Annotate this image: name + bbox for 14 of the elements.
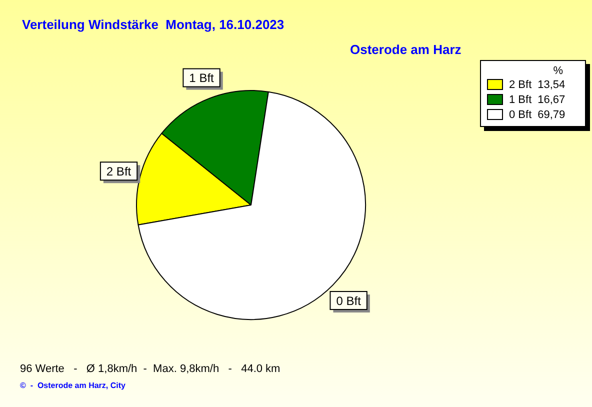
legend-label: 1 Bft [509, 94, 532, 106]
slice-label: 0 Bft [336, 294, 362, 308]
legend-label: 2 Bft [509, 78, 532, 90]
chart-title: Verteilung Windstärke Montag, 16.10.2023 [22, 17, 284, 32]
data-label: 13,54 [538, 78, 566, 90]
chart-subtitle: Osterode am Harz [350, 42, 462, 57]
text: © - Osterode am Harz, City [20, 381, 126, 390]
data-label: 16,67 [538, 94, 566, 106]
legend-label: 0 Bft [509, 108, 532, 120]
legend-title: % [552, 65, 564, 77]
text: 96 Werte - Ø 1,8km/h - Max. 9,8km/h - 44.0 km [20, 363, 280, 375]
slice-label: 2 Bft [106, 164, 132, 178]
slice-label: 1 Bft [189, 71, 215, 86]
data-label: 69,79 [538, 108, 566, 120]
